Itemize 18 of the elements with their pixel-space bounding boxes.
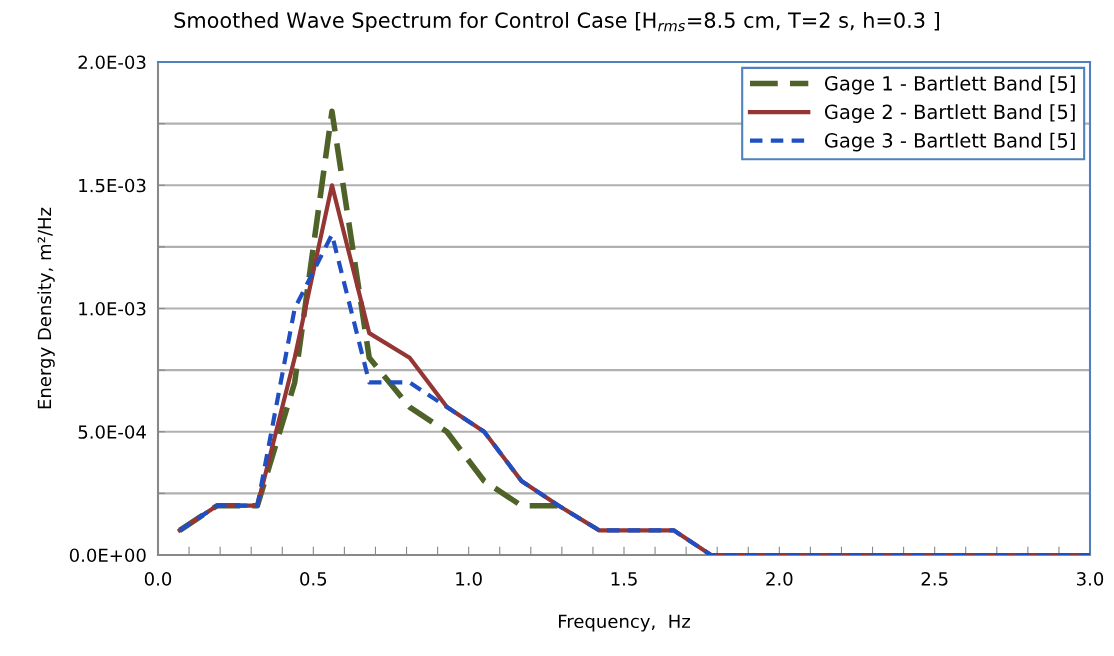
y-tick-label: 1.5E-03 — [79, 178, 146, 193]
y-tick-label: 2.0E-03 — [78, 55, 146, 70]
y-tick-label: 0.0E+00 — [69, 548, 146, 563]
x-tick-label: 1.5 — [611, 572, 637, 586]
x-tick-label: 0.0 — [144, 571, 172, 586]
y-tick-label: 5.0E-04 — [78, 425, 146, 439]
legend-label: Gage 2 - Bartlett Band [5] — [824, 104, 1075, 123]
x-tick-label: 3.0 — [1077, 571, 1104, 586]
x-tick-label: 1.0 — [456, 571, 482, 586]
y-axis-title: Energy Density, m²/Hz — [37, 207, 55, 409]
legend-label: Gage 1 - Bartlett Band [5] — [824, 75, 1075, 95]
x-tick-label: 2.5 — [921, 571, 948, 586]
x-tick-label: 2.0 — [766, 571, 793, 586]
x-tick-label: 0.5 — [300, 571, 327, 586]
x-axis-title: Frequency, Hz — [559, 614, 690, 632]
y-tick-label: 1.0E-03 — [79, 301, 146, 316]
chart-title: Smoothed Wave Spectrum for Control Case [H$_{rms}$=8.5 cm, T=2 s, h=0.3 ] — [174, 11, 939, 33]
legend-label: Gage 3 - Bartlett Band [5] — [824, 132, 1075, 152]
